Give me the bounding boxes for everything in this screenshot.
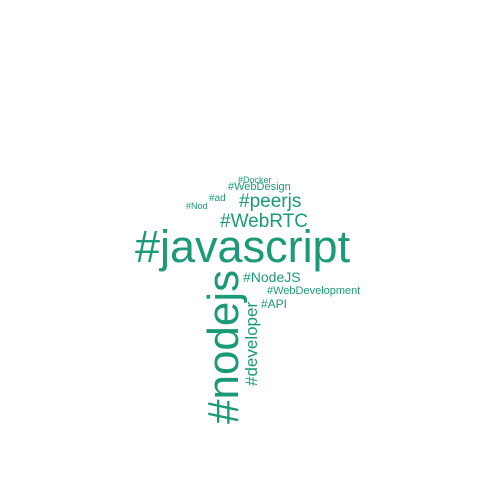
word-developer-vertical: #developer <box>242 301 261 386</box>
word-webdevelopment: #WebDevelopment <box>267 285 361 297</box>
word-webrtc: #WebRTC <box>220 211 308 232</box>
word-nodejs-small: #NodeJS <box>243 269 301 285</box>
word-javascript: #javascript <box>135 221 351 272</box>
word-nodejs-vertical: #nodejs <box>199 269 248 424</box>
word-ad: #ad <box>209 193 226 204</box>
word-api: #API <box>261 297 288 311</box>
word-docker: #Docker <box>238 175 272 185</box>
word-peerjs: #peerjs <box>239 191 302 212</box>
word-webdesign: #WebDesign <box>228 181 291 193</box>
word-nod: #Nod <box>186 201 208 211</box>
